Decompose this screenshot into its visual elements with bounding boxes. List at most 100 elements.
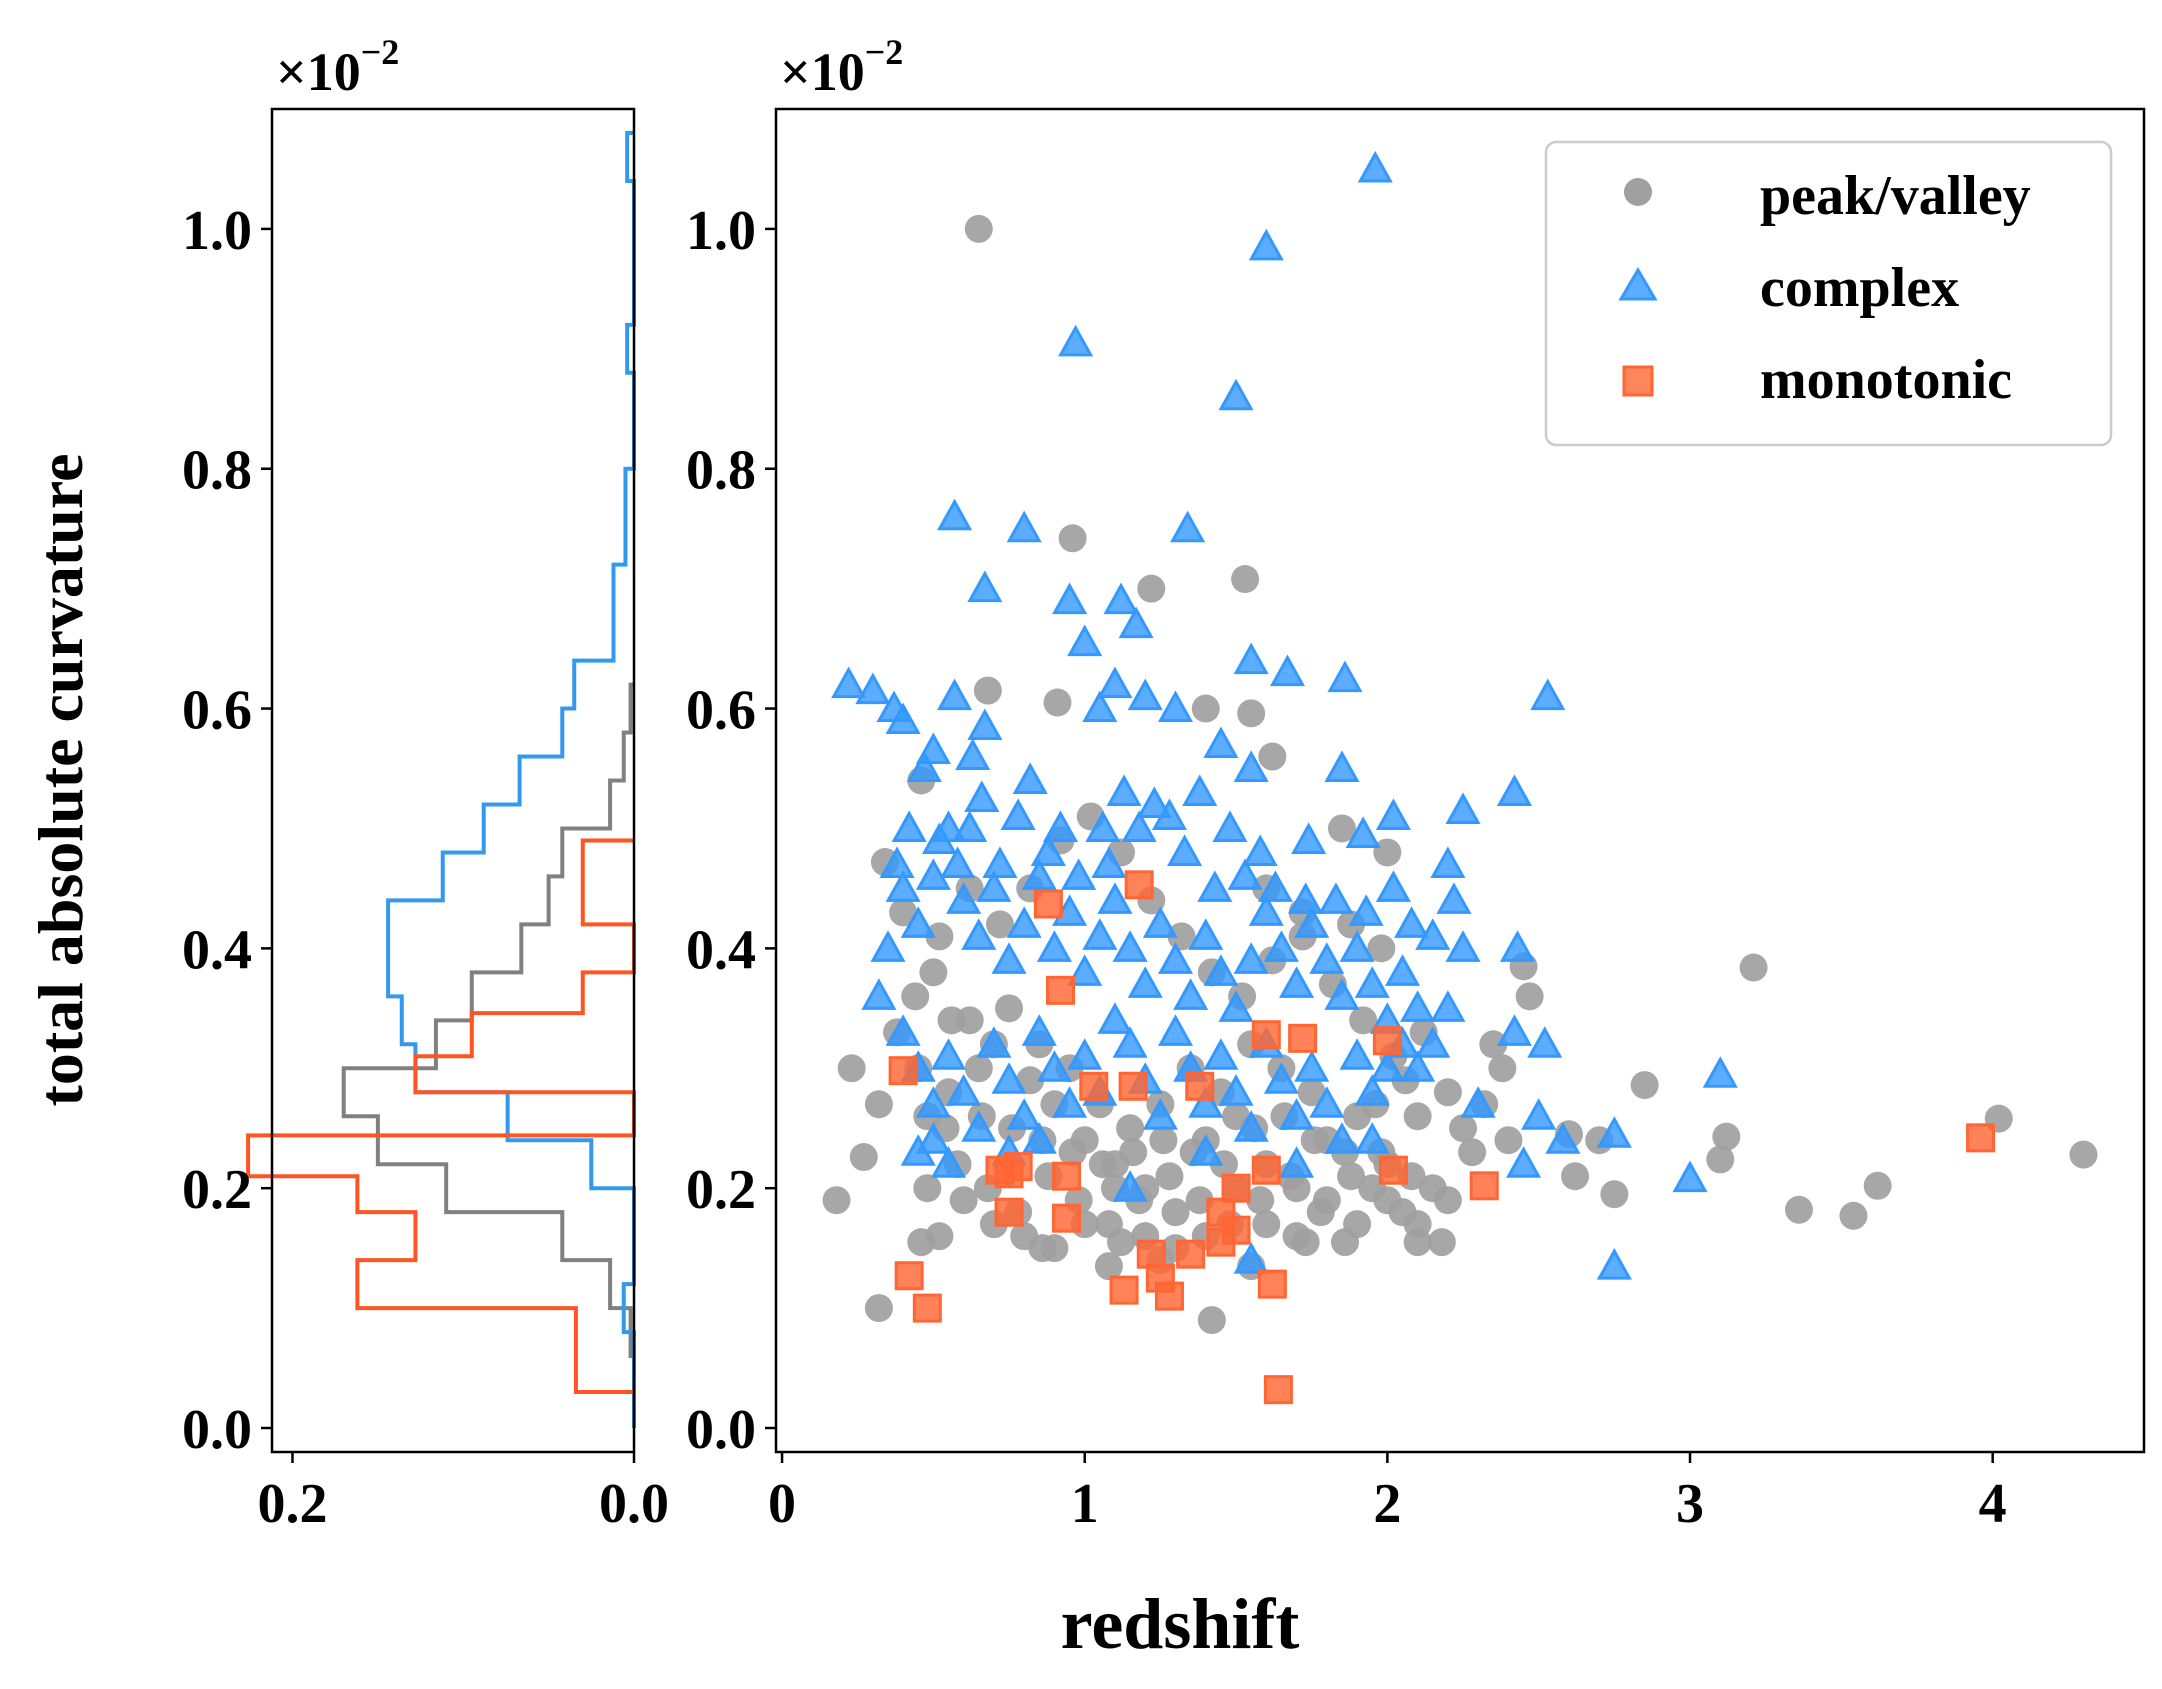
scatter-point-peak-valley xyxy=(1167,922,1196,951)
scatter-point-complex xyxy=(1596,1116,1632,1148)
scatter-point-complex xyxy=(1188,1134,1224,1166)
scatter-point-monotonic xyxy=(1176,1239,1206,1269)
scatter-point-complex xyxy=(952,810,988,842)
scatter-point-peak-valley xyxy=(1094,1252,1123,1281)
scatter-point-complex xyxy=(1118,606,1154,639)
scatter-point-peak-valley xyxy=(1149,1126,1178,1155)
scatter-point-complex xyxy=(1127,678,1163,711)
scatter-point-peak-valley xyxy=(1058,1138,1087,1167)
scatter-point-complex xyxy=(1375,798,1411,830)
scatter-point-complex xyxy=(1052,582,1088,615)
scatter-point-complex xyxy=(946,882,982,914)
scatter-point-peak-valley xyxy=(1712,1122,1741,1151)
scatter-point-complex xyxy=(1233,750,1269,783)
scatter-point-peak-valley xyxy=(1494,1126,1523,1155)
scatter-point-peak-valley xyxy=(1119,1138,1148,1167)
scatter-point-complex xyxy=(1672,1160,1708,1193)
scatter-point-complex xyxy=(1430,846,1466,878)
scatter-point-peak-valley xyxy=(1231,565,1260,594)
scatter-point-monotonic xyxy=(1221,1173,1251,1203)
scatter-point-peak-valley xyxy=(1515,982,1544,1011)
scatter-point-monotonic xyxy=(1372,1026,1402,1056)
scatter-point-monotonic xyxy=(1124,870,1154,900)
scatter-point-complex xyxy=(1430,990,1466,1022)
scatter-point-complex xyxy=(1375,870,1411,902)
scatter-point-monotonic xyxy=(1136,1239,1166,1269)
scatter-point-peak-valley xyxy=(864,1294,893,1323)
scatter-point-peak-valley xyxy=(837,1054,866,1083)
scatter-point-complex xyxy=(1460,1086,1496,1118)
scatter-point-complex xyxy=(976,1026,1012,1058)
scatter-point-complex xyxy=(1173,978,1209,1010)
scatter-point-complex xyxy=(1061,858,1097,890)
y-axis-label: total absolute curvature xyxy=(25,454,96,1107)
scatter-point-peak-valley xyxy=(1327,814,1356,843)
scatter-point-complex xyxy=(1021,1122,1057,1154)
scatter-point-complex xyxy=(1000,798,1036,830)
scatter-point-peak-valley xyxy=(937,1006,966,1035)
scatter-point-peak-valley xyxy=(1116,1114,1145,1143)
scatter-point-complex xyxy=(1269,654,1306,687)
scatter-point-peak-valley xyxy=(901,982,930,1011)
scatter-point-complex xyxy=(1097,666,1133,699)
scatter-point-complex xyxy=(1233,642,1269,675)
legend-label-monotonic: monotonic xyxy=(1760,349,2012,411)
scatter-point-peak-valley xyxy=(1016,1066,1045,1095)
scatter-point-complex xyxy=(1136,786,1172,818)
scatter-point-monotonic xyxy=(994,1197,1024,1227)
scatter-point-peak-valley xyxy=(1282,1222,1311,1251)
scatter-point-peak-valley xyxy=(919,958,948,987)
scatter-point-monotonic xyxy=(1251,1155,1281,1185)
scatter-point-peak-valley xyxy=(1373,1186,1402,1215)
scatter-point-complex xyxy=(1354,1074,1390,1106)
histogram-y-ticks: 0.0 0.2 0.4 0.6 0.8 1.0 xyxy=(182,200,272,1461)
scatter-point-complex xyxy=(915,858,951,890)
scatter-point-complex xyxy=(1242,834,1278,866)
scatter-point-monotonic xyxy=(1079,1071,1109,1101)
scatter-point-complex xyxy=(1157,690,1194,723)
scatter-point-complex xyxy=(1006,510,1042,543)
scatter-point-complex xyxy=(1527,1026,1563,1058)
scatter-point-complex xyxy=(855,672,891,705)
scatter-point-complex xyxy=(1167,834,1203,866)
scatter-point-complex xyxy=(940,846,976,878)
scatter-point-complex xyxy=(961,918,997,950)
scatter-point-complex xyxy=(1339,930,1375,962)
scatter-y-tick-label: 0.4 xyxy=(686,919,756,981)
scatter-point-complex xyxy=(1212,810,1248,842)
scatter-point-peak-valley xyxy=(1479,1030,1508,1059)
scatter-point-peak-valley xyxy=(1349,1006,1378,1035)
histogram-y-tick-label: 0.8 xyxy=(182,440,252,502)
scatter-point-complex xyxy=(1263,930,1299,962)
scatter-point-complex xyxy=(1142,1098,1178,1130)
scatter-point-peak-valley xyxy=(1043,688,1072,717)
histogram-y-tick-label: 0.0 xyxy=(182,1399,252,1461)
scatter-point-complex xyxy=(906,750,942,783)
scatter-point-complex xyxy=(1188,1086,1224,1118)
scatter-point-peak-valley xyxy=(1403,1102,1432,1131)
scatter-point-monotonic xyxy=(1052,1161,1082,1191)
scatter-point-peak-valley xyxy=(1630,1071,1659,1100)
scatter-point-complex xyxy=(915,1122,951,1154)
scatter-point-peak-valley xyxy=(849,1143,878,1172)
scatter-x-tick-label: 3 xyxy=(1676,1473,1704,1535)
scatter-point-complex xyxy=(1006,1098,1042,1130)
scatter-x-tick-label: 4 xyxy=(1979,1473,2007,1535)
scatter-point-complex xyxy=(967,708,1003,741)
scatter-point-peak-valley xyxy=(925,1222,954,1251)
scatter-point-peak-valley xyxy=(1137,574,1166,603)
scatter-point-monotonic xyxy=(1185,1071,1215,1101)
scatter-point-complex xyxy=(1082,918,1118,950)
legend: peak/valley complex monotonic xyxy=(1544,140,2113,447)
scatter-point-complex xyxy=(1339,1038,1375,1070)
histogram-step-peak-valley xyxy=(341,682,634,1359)
scatter-point-peak-valley xyxy=(1784,1195,1813,1224)
scatter-point-peak-valley xyxy=(1367,934,1396,963)
scatter-point-complex xyxy=(946,1074,982,1106)
scatter-point-peak-valley xyxy=(1600,1180,1629,1209)
scatter-point-complex xyxy=(1006,906,1042,938)
scatter-point-monotonic xyxy=(1378,1155,1408,1185)
scatter-point-peak-valley xyxy=(1373,838,1402,867)
scatter-point-complex xyxy=(891,810,927,842)
scatter-point-complex xyxy=(1545,1122,1581,1154)
